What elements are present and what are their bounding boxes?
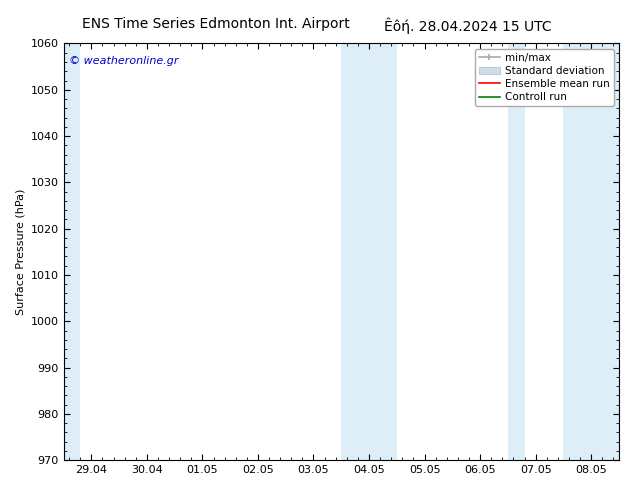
Bar (564, 44, 580, 460)
Y-axis label: Surface Pressure (hPa): Surface Pressure (hPa) (15, 189, 25, 315)
Legend: min/max, Standard deviation, Ensemble mean run, Controll run: min/max, Standard deviation, Ensemble me… (475, 49, 614, 106)
Bar (63, 44, 81, 460)
Text: Êôή. 28.04.2024 15 UTC: Êôή. 28.04.2024 15 UTC (384, 17, 552, 34)
Text: © weatheronline.gr: © weatheronline.gr (69, 56, 179, 66)
Bar (369, 44, 397, 460)
Text: ENS Time Series Edmonton Int. Airport: ENS Time Series Edmonton Int. Airport (82, 17, 350, 31)
Bar (341, 44, 369, 460)
Bar (580, 44, 619, 460)
Bar (508, 44, 524, 460)
